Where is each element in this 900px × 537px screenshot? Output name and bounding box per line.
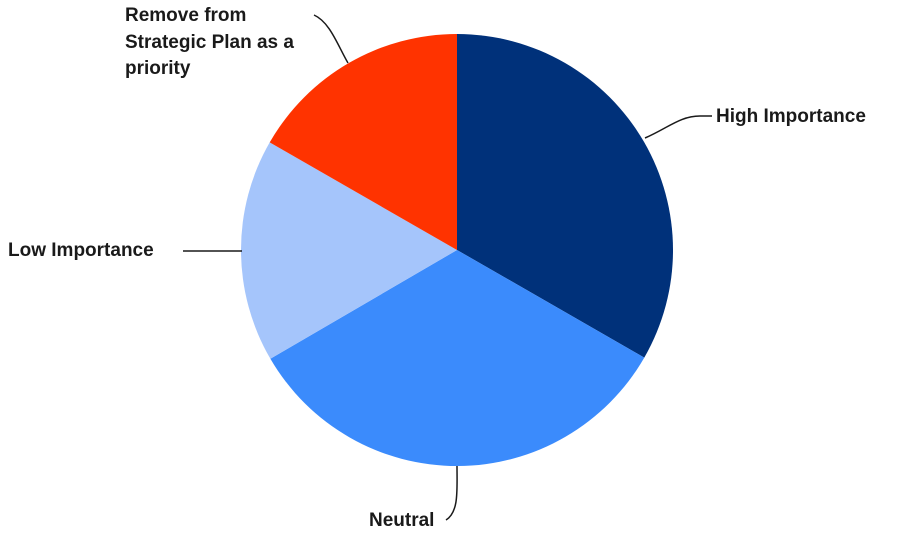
pie-slice-high-importance (457, 34, 674, 358)
pie-slices (240, 34, 674, 467)
label-low-importance: Low Importance (8, 240, 154, 261)
pie-slice-low-importance (240, 142, 457, 359)
label-remove-from-strategic-plan: Remove from Strategic Plan as a priority (125, 5, 294, 80)
pie-slice-remove-from-strategic-plan-as-a-priority (269, 34, 457, 250)
leader-lines (183, 14, 712, 521)
leader-line-neutral (445, 465, 458, 521)
pie-slice-neutral (270, 250, 645, 467)
label-neutral: Neutral (369, 510, 435, 531)
leader-line-high-importance (644, 115, 712, 139)
leader-line-remove (313, 14, 349, 64)
label-high-importance: High Importance (716, 106, 866, 127)
